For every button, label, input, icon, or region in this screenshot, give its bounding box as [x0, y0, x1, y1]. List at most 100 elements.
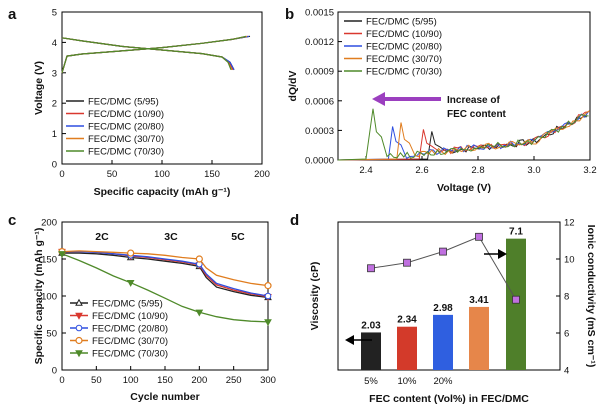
annotation-line-2: FEC content: [447, 109, 507, 120]
c-ytick-label-50: 50: [46, 329, 57, 340]
c-ytick-label-0: 0: [52, 366, 57, 377]
panel-c-y-ticks: 0 50 100 150 200: [41, 218, 66, 377]
a-legend-label-3: FEC/DMC (20/80): [88, 122, 164, 133]
c-marker-4-300: [264, 282, 272, 290]
a-charge-curve-5: [61, 35, 247, 73]
b-xtick-label-1: 2.6: [415, 165, 428, 176]
b-xtick-label-2: 2.8: [471, 165, 484, 176]
b-legend-label-2: FEC/DMC (10/90): [366, 29, 442, 40]
rate-label-2c: 2C: [95, 231, 109, 243]
panel-a-x-ticks: 0 50 100 150 200: [59, 160, 270, 180]
a-legend-label-2: FEC/DMC (10/90): [88, 109, 164, 120]
panel-d-y-label: Viscosity (cP): [309, 262, 321, 331]
c-capacity-curve-3: [62, 250, 269, 297]
b-legend-label-1: FEC/DMC (5/95): [366, 17, 437, 28]
increase-arrow-head: [372, 92, 385, 106]
panel-b-y-ticks: 0.0000 0.0003 0.0006 0.0009 0.0012 0.0015: [305, 8, 342, 167]
panel-c: 0 50 100 150 200 0 50 100 150 200 250 300 2C 3C 5C…: [33, 218, 276, 404]
c-legend-marker-5: [75, 350, 83, 358]
panel-b-lines: [337, 108, 590, 161]
d-viscosity-bar-3: [433, 314, 453, 370]
a-legend-label-1: FEC/DMC (5/95): [88, 97, 159, 108]
panel-letter-b: b: [285, 6, 294, 23]
panel-c-lines: [58, 248, 272, 327]
b-dqdv-curve-4: [337, 110, 590, 161]
a-ytick-label-2: 2: [52, 99, 57, 110]
panel-b: 0.0000 0.0003 0.0006 0.0009 0.0012 0.0015 2.4…: [287, 8, 597, 195]
c-xtick-label-200: 200: [191, 375, 207, 386]
c-marker-5-0: [58, 251, 66, 259]
panel-d-x-ticks: 5% 10% 20%: [364, 376, 453, 387]
c-ytick-label-100: 100: [41, 292, 57, 303]
b-ytick-label-3: 0.0009: [305, 67, 334, 78]
c-ytick-label-150: 150: [41, 255, 57, 266]
a-xtick-label-100: 100: [154, 169, 170, 180]
d-conductivity-marker-2: [403, 258, 411, 267]
c-legend-marker-3: [75, 324, 83, 332]
panel-b-y-label: dQ/dV: [287, 71, 299, 102]
c-xtick-label-150: 150: [157, 375, 173, 386]
panel-d-bars: 2.03 2.34 2.98 3.41 7.1: [361, 227, 526, 370]
c-marker-4-200: [195, 255, 203, 263]
d-conductivity-marker-3: [439, 247, 447, 256]
a-ytick-label-4: 4: [52, 38, 57, 49]
b-ytick-label-1: 0.0003: [305, 126, 334, 137]
conductivity-arrow-head: [498, 249, 507, 259]
d-viscosity-bar-4: [469, 306, 489, 370]
annotation-line-1: Increase of: [447, 95, 500, 106]
d-y2tick-label-6: 6: [564, 329, 569, 340]
a-xtick-label-150: 150: [204, 169, 220, 180]
d-viscosity-bar-1: [361, 332, 381, 370]
b-ytick-label-5: 0.0015: [305, 8, 334, 19]
c-xtick-label-300: 300: [260, 375, 276, 386]
panel-b-frame: [337, 11, 591, 161]
d-conductivity-marker-1: [367, 264, 375, 273]
d-y2tick-label-4: 4: [564, 366, 569, 377]
c-xtick-label-250: 250: [226, 375, 242, 386]
d-conductivity-marker-4: [475, 232, 483, 241]
viscosity-arrow-head: [345, 335, 354, 345]
a-legend-label-5: FEC/DMC (70/30): [88, 147, 164, 158]
b-ytick-label-2: 0.0006: [305, 96, 334, 107]
c-marker-5-200: [195, 309, 204, 317]
panel-b-legend: FEC/DMC (5/95)FEC/DMC (10/90) FEC/DMC (20…: [344, 17, 442, 78]
d-y2tick-label-8: 8: [564, 292, 569, 303]
panel-d-conductivity-line: [367, 232, 520, 304]
c-legend-label-3: FEC/DMC (20/80): [92, 324, 168, 335]
panel-a-lines: [61, 35, 251, 73]
c-marker-5-100: [126, 279, 135, 287]
b-ytick-label-0: 0.0000: [305, 156, 334, 167]
c-capacity-curve-4: [61, 250, 269, 287]
c-legend-label-1: FEC/DMC (5/95): [92, 299, 163, 310]
panel-letter-a: a: [8, 6, 17, 23]
rate-label-3c: 3C: [164, 231, 178, 243]
a-discharge-curve-5: [61, 37, 232, 71]
b-legend-label-3: FEC/DMC (20/80): [366, 42, 442, 53]
panel-d-y2-label: Ionic conductivity (mS cm⁻¹): [585, 225, 597, 368]
panel-d: 4 6 8 10 12 2.03 2.34 2.98 3.41 7.1 5% 10% 20% Vis…: [309, 218, 597, 406]
panel-c-x-ticks: 0 50 100 150 200 250 300: [59, 366, 276, 386]
b-xtick-label-3: 3.0: [527, 165, 540, 176]
c-legend-label-5: FEC/DMC (70/30): [92, 349, 168, 360]
c-legend-label-2: FEC/DMC (10/90): [92, 311, 168, 322]
a-xtick-label-0: 0: [59, 169, 64, 180]
b-xtick-label-0: 2.4: [359, 165, 372, 176]
c-marker-5-300: [264, 319, 272, 327]
b-legend-label-4: FEC/DMC (30/70): [366, 54, 442, 65]
d-xtick-label-3: 20%: [433, 376, 453, 387]
panel-c-x-label: Cycle number: [130, 391, 199, 403]
c-marker-4-100: [127, 249, 135, 257]
a-xtick-label-50: 50: [107, 169, 118, 180]
d-viscosity-bar-5: [506, 238, 526, 370]
b-dqdv-curve-3: [337, 111, 589, 161]
d-conductivity-line: [370, 236, 517, 300]
a-legend-label-4: FEC/DMC (30/70): [88, 134, 164, 145]
a-ytick-label-5: 5: [52, 8, 57, 19]
b-ytick-label-4: 0.0012: [305, 37, 334, 48]
panel-a-y-ticks: 0 1 2 3 4 5: [52, 8, 66, 171]
d-bar-value-5: 7.1: [509, 227, 523, 238]
c-xtick-label-0: 0: [59, 375, 64, 386]
panel-b-annotation: Increase of FEC content: [372, 92, 507, 120]
panel-b-x-ticks: 2.4 2.6 2.8 3.0 3.2: [359, 156, 597, 176]
